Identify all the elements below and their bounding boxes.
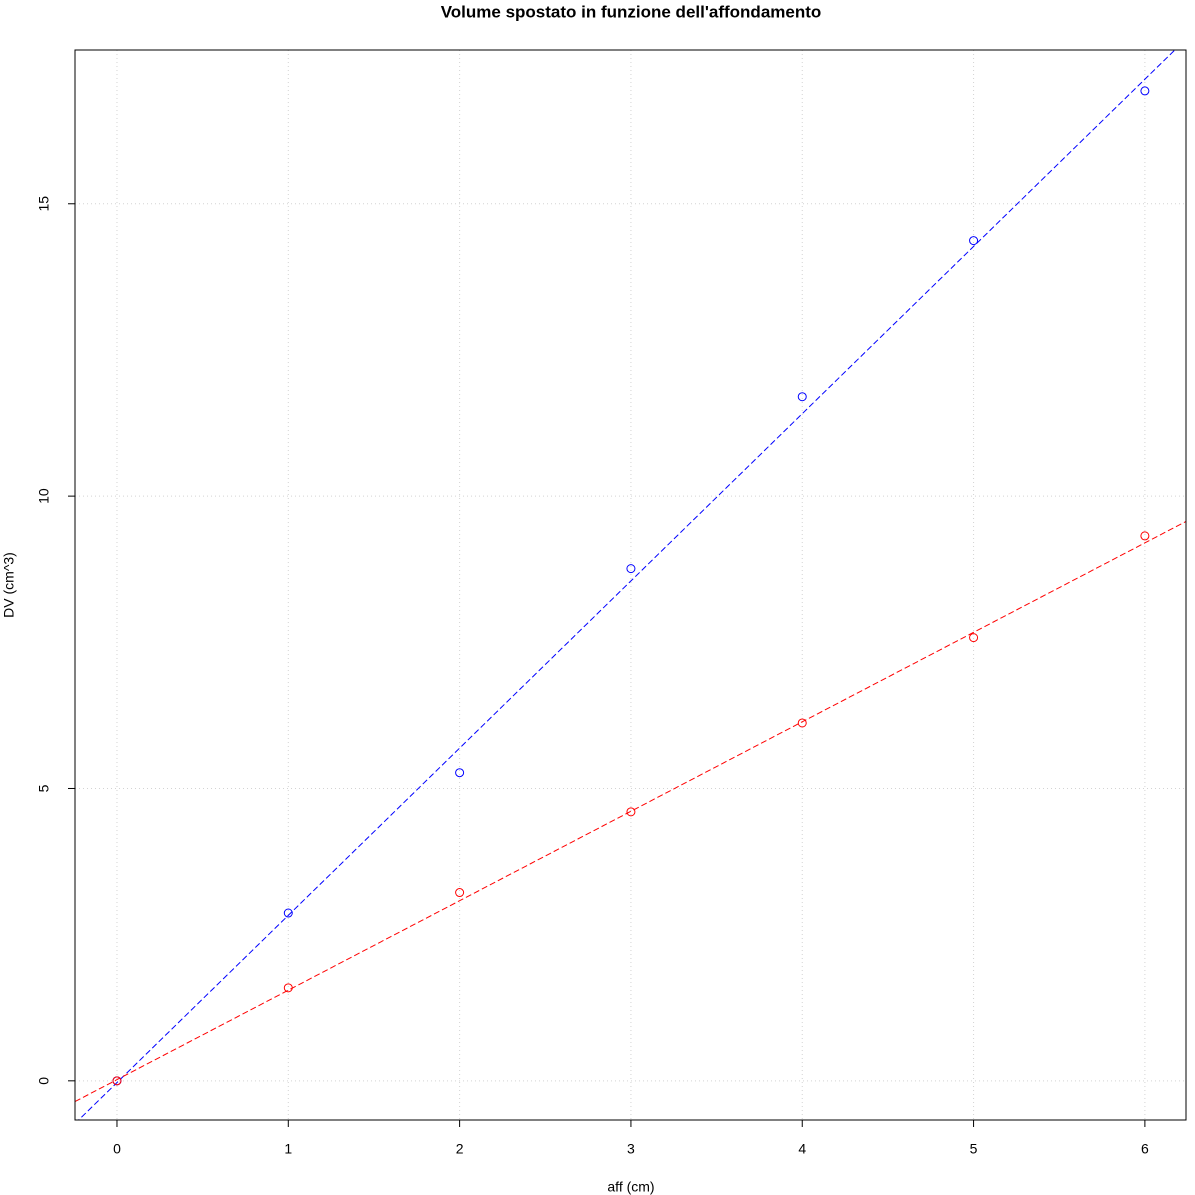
x-tick-label: 2 — [456, 1141, 464, 1157]
point — [626, 807, 636, 817]
y-tick-label: 0 — [36, 1077, 52, 1085]
point — [1140, 531, 1150, 541]
y-tick-label: 5 — [36, 784, 52, 792]
x-axis-label: aff (cm) — [607, 1179, 654, 1195]
x-tick-label: 6 — [1141, 1141, 1149, 1157]
point — [1140, 86, 1150, 96]
chart-title: Volume spostato in funzione dell'affonda… — [441, 2, 822, 21]
y-tick-label: 10 — [36, 488, 52, 504]
point — [626, 564, 636, 574]
point — [969, 633, 979, 643]
x-tick-label: 4 — [798, 1141, 806, 1157]
point — [455, 888, 465, 898]
x-tick-label: 5 — [970, 1141, 978, 1157]
y-tick-label: 15 — [36, 196, 52, 212]
point — [797, 392, 807, 402]
point — [283, 908, 293, 918]
point — [283, 983, 293, 993]
point — [797, 718, 807, 728]
points — [112, 86, 1150, 1086]
x-tick-label: 1 — [284, 1141, 292, 1157]
x-tick-label: 3 — [627, 1141, 635, 1157]
point — [112, 1076, 122, 1086]
x-tick-label: 0 — [113, 1141, 121, 1157]
grid — [75, 50, 1186, 1120]
point — [455, 768, 465, 778]
fit-lines — [75, 50, 1186, 1120]
fit-line — [77, 50, 1176, 1120]
fit-line — [75, 520, 1186, 1103]
point — [969, 236, 979, 246]
y-axis-label: DV (cm^3) — [1, 552, 17, 618]
